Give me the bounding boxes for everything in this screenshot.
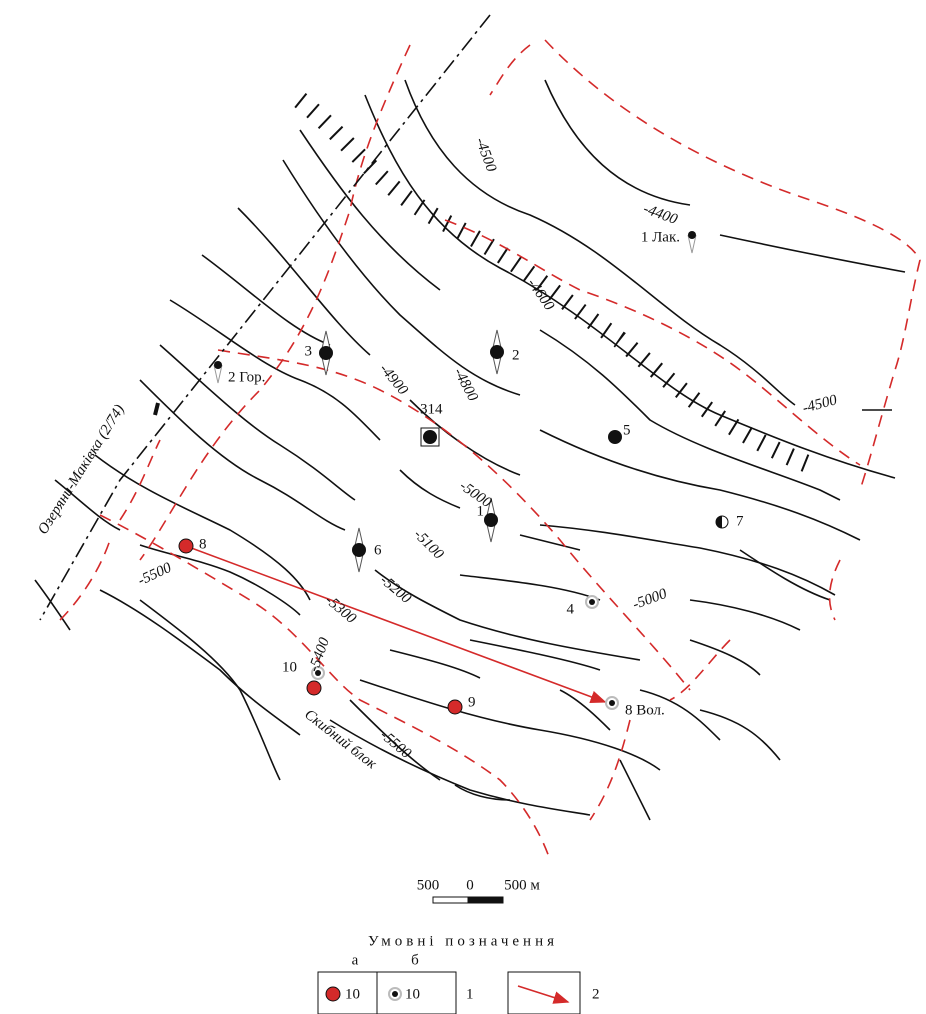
well-symbol [589,599,595,605]
well-symbol [609,700,615,706]
scale-bar: 500 0 500 м [417,877,540,904]
well-label: 314 [420,401,443,417]
well-label: 10 [282,659,297,675]
well-symbol [608,430,622,444]
well-label: 8 [199,536,207,552]
well-symbol [352,543,366,557]
well-label: 1 Лак. [641,229,680,245]
well-label: 9 [468,694,476,710]
well-label: 5 [623,422,631,438]
block-label: Скибний блок [301,707,380,774]
wells: 1 Лак. 2 Гор. 3 2 314 5 1 7 8 6 4 10 9 8 Вол. [178,229,744,718]
well-symbol [688,231,696,239]
legend-title: Умовні позначення [368,933,558,949]
profile-line [185,545,607,703]
well-symbol [319,346,333,360]
scale-label: 0 [466,877,474,893]
legend-item: 2 [592,986,600,1002]
well-label: 3 [305,343,313,359]
well-symbol [484,513,498,527]
fault-tick [153,402,160,416]
regional-fault [39,14,491,621]
well-label: 7 [736,513,744,529]
well-label: 2 [512,347,520,363]
well-symbol [423,430,437,444]
well-symbol [716,516,722,528]
contour-label: -5300 [322,592,359,627]
contour-label: -4400 [641,201,680,228]
legend-column: а [352,952,359,968]
well-label: 2 Гор. [228,369,265,385]
legend-item: 1 [466,986,474,1002]
well-symbol [490,345,504,359]
contours [34,79,906,821]
well-label: 1 [477,503,485,519]
well-symbol [214,361,222,369]
legend-sample: 10 [345,986,360,1002]
well-label: 4 [567,601,575,617]
contour-label: -5500 [136,560,175,590]
contour-label: -5100 [410,527,446,563]
well-symbol [178,538,194,554]
contour-label: -5400 [306,635,333,674]
well-symbol [315,670,321,676]
contour-label: -5200 [377,572,414,607]
contour-label: -5000 [631,586,670,613]
well-label: 8 Вол. [625,702,665,718]
well-symbol [687,234,697,254]
legend-sample: 10 [405,986,420,1002]
legend: Умовні позначення а б 10 10 1 2 [317,933,600,1014]
contour-label: -4500 [472,136,499,175]
scale-label: 500 [417,877,440,893]
contour-label: -4900 [376,361,411,398]
contour-label: -4800 [450,366,481,405]
legend-column: б [411,952,419,968]
well-symbol [306,680,322,696]
well-label: 6 [374,542,382,558]
contour-labels: -4500-4400-4600-4900 -4800-4500-5000-5100… [136,136,840,763]
well-symbol [447,699,463,715]
contour-label: -4500 [801,392,839,417]
scale-label: 500 м [504,877,540,893]
well-symbol [213,364,223,384]
faults [59,39,921,861]
